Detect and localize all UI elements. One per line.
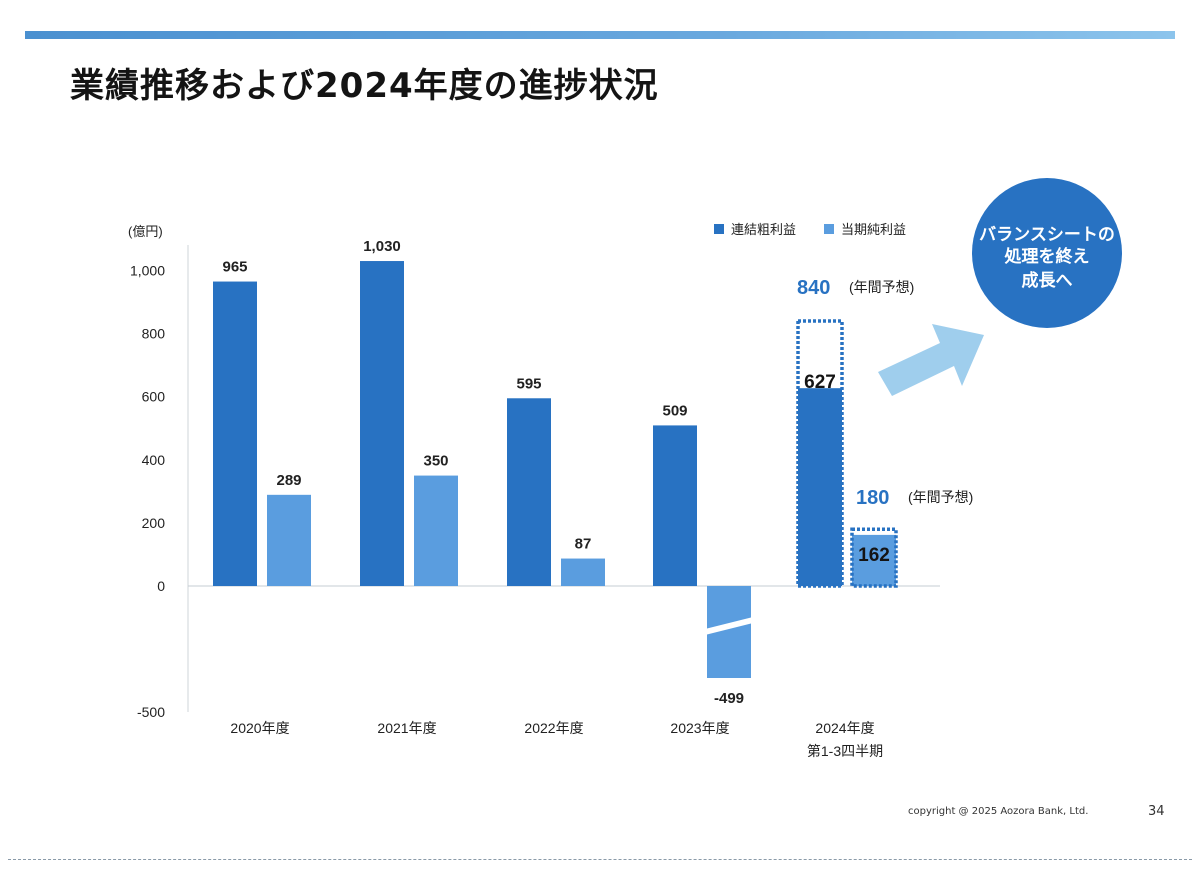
page-number: 34: [1148, 804, 1165, 819]
data-labels: 965 1,030 595 509 289 350 87 -499 627 162 840 (年間予想…: [222, 238, 973, 707]
bar-gross-profit-3: [653, 425, 697, 586]
x-tick-label: 2024年度: [815, 720, 874, 736]
axis-break-mark: [701, 616, 757, 636]
y-tick-label: 600: [142, 389, 166, 405]
bar-gross-profit-4: [798, 388, 842, 586]
y-tick-label: -500: [137, 704, 165, 720]
data-label: -499: [714, 690, 744, 707]
bar-gross-profit-2: [507, 398, 551, 586]
bars: [213, 261, 898, 678]
y-tick-label: 1,000: [130, 263, 165, 279]
y-axis: (億円) 1,000 800 600 400 200 0 -500: [128, 224, 940, 720]
callout-text: バランスシートの: [979, 225, 1115, 244]
data-label: 289: [276, 472, 301, 489]
legend: 連結粗利益 当期純利益: [714, 222, 906, 237]
bar-net-income-1: [414, 475, 458, 586]
data-label: 595: [516, 375, 541, 392]
page-title: 業績推移および2024年度の進捗状況: [70, 66, 659, 106]
y-tick-label: 400: [142, 452, 166, 468]
x-tick-label: 2021年度: [377, 720, 436, 736]
x-tick-label: 2023年度: [670, 720, 729, 736]
data-label: 1,030: [363, 238, 401, 255]
data-label-actual: 162: [858, 545, 890, 566]
legend-label: 連結粗利益: [731, 222, 796, 237]
bar-net-income-2: [561, 558, 605, 586]
data-label-actual: 627: [804, 372, 836, 393]
y-tick-label: 200: [142, 515, 166, 531]
forecast-value-label: 840: [797, 277, 830, 299]
forecast-note: (年間予想): [849, 279, 914, 295]
legend-label: 当期純利益: [841, 222, 906, 237]
legend-swatch-0: [714, 224, 724, 234]
data-label: 350: [423, 453, 448, 470]
x-tick-sublabel: 第1-3四半期: [807, 743, 883, 759]
x-tick-label: 2022年度: [524, 720, 583, 736]
forecast-frame-net-income: [850, 527, 898, 588]
data-label: 87: [575, 536, 592, 553]
callout-circle: [972, 178, 1122, 328]
footer-copyright: copyright @ 2025 Aozora Bank, Ltd.: [908, 806, 1089, 817]
callout-text: 処理を終え: [1004, 246, 1090, 266]
bar-net-income-4: [852, 534, 896, 586]
bar-gross-profit-1: [360, 261, 404, 586]
bar-net-income-0: [267, 494, 311, 586]
growth-arrow-icon: [878, 324, 984, 396]
bottom-divider: [8, 859, 1192, 860]
data-label: 965: [222, 259, 247, 276]
forecast-value-label: 180: [856, 487, 889, 509]
y-tick-label: 0: [157, 578, 165, 594]
x-tick-label: 2020年度: [230, 720, 289, 736]
forecast-frame-gross-profit: [796, 319, 844, 588]
data-label: 509: [662, 402, 687, 419]
bar-gross-profit-0: [213, 281, 257, 586]
callout-text: 成長へ: [1022, 270, 1073, 290]
y-tick-label: 800: [142, 326, 166, 342]
forecast-note: (年間予想): [908, 489, 973, 505]
header-accent-bar: [25, 31, 1175, 39]
y-axis-unit: (億円): [128, 224, 163, 239]
legend-swatch-1: [824, 224, 834, 234]
